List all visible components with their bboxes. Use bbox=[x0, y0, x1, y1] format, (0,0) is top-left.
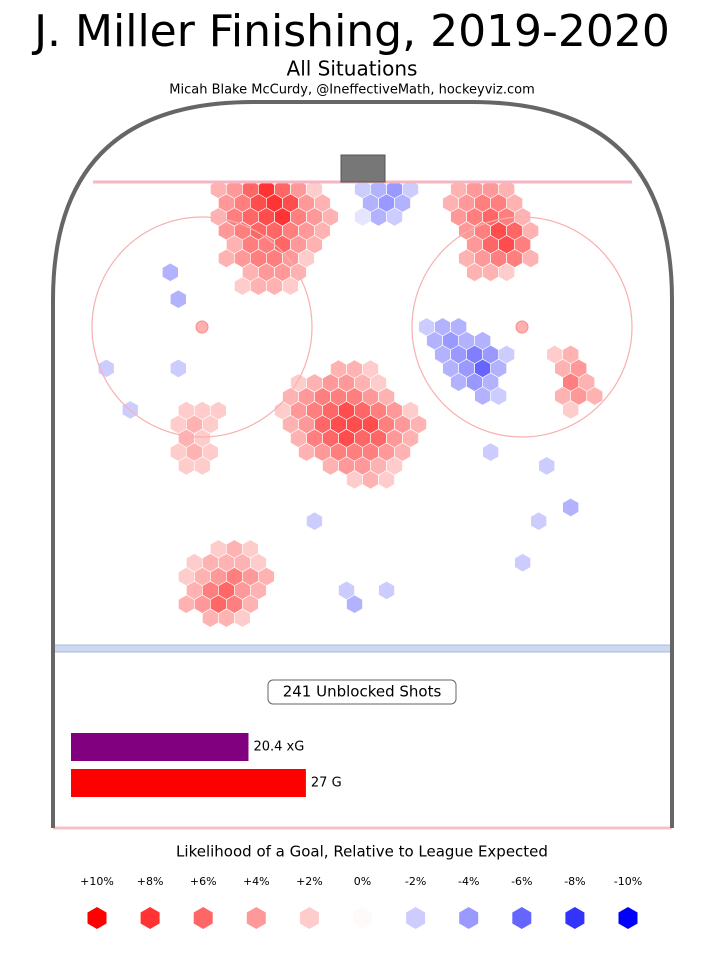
hex bbox=[482, 442, 499, 462]
hex bbox=[386, 207, 403, 227]
blue-line bbox=[52, 644, 673, 653]
hex bbox=[194, 456, 211, 476]
hex bbox=[562, 400, 580, 420]
legend-hex bbox=[353, 907, 372, 929]
legend-label: +8% bbox=[137, 875, 164, 888]
chart-subtitle: All Situations bbox=[287, 57, 418, 81]
summary-bar bbox=[71, 733, 249, 761]
hex bbox=[170, 358, 187, 378]
legend-label: -2% bbox=[405, 875, 426, 888]
hex bbox=[346, 594, 363, 614]
legend-hex bbox=[406, 907, 426, 929]
faceoff-circle bbox=[411, 216, 633, 438]
hex bbox=[306, 511, 323, 531]
hex bbox=[378, 470, 395, 490]
summary-label: 27 G bbox=[311, 776, 342, 791]
legend-hex bbox=[459, 907, 479, 929]
legend-label: 0% bbox=[354, 875, 371, 888]
credit: Micah Blake McCurdy, @IneffectiveMath, h… bbox=[169, 83, 535, 98]
hex bbox=[562, 497, 580, 517]
legend-label: -6% bbox=[511, 875, 532, 888]
hex bbox=[234, 608, 251, 628]
legend-hex bbox=[193, 907, 213, 929]
hex-layer bbox=[98, 179, 604, 628]
legend-hex bbox=[565, 907, 585, 929]
hex bbox=[498, 262, 515, 282]
hex bbox=[530, 511, 547, 531]
summary-bar bbox=[71, 769, 306, 797]
legend-hex bbox=[512, 907, 532, 929]
boards bbox=[51, 100, 674, 828]
hex bbox=[586, 386, 604, 406]
hex bbox=[378, 580, 395, 600]
faceoff-dot bbox=[195, 320, 209, 334]
legend-label: +10% bbox=[80, 875, 114, 888]
legend-label: +6% bbox=[190, 875, 217, 888]
hex bbox=[514, 553, 531, 573]
hex bbox=[522, 248, 539, 268]
hex bbox=[162, 262, 179, 282]
rink bbox=[51, 100, 674, 830]
legend-hex bbox=[246, 907, 266, 929]
shots-label: 241 Unblocked Shots bbox=[283, 683, 442, 701]
shots-box bbox=[267, 679, 457, 705]
faceoff-circle bbox=[91, 216, 313, 438]
legend-label: +2% bbox=[296, 875, 323, 888]
hex bbox=[170, 289, 187, 309]
legend-hex bbox=[299, 907, 319, 929]
hex bbox=[538, 456, 556, 476]
hex bbox=[282, 276, 299, 296]
legend-label: +4% bbox=[243, 875, 270, 888]
legend-title: Likelihood of a Goal, Relative to League… bbox=[176, 843, 548, 861]
legend-hex bbox=[87, 907, 107, 929]
summary-label: 20.4 xG bbox=[253, 740, 304, 755]
legend-hex bbox=[618, 907, 638, 929]
net bbox=[340, 154, 386, 183]
faceoff-dot bbox=[515, 320, 529, 334]
legend-hex bbox=[140, 907, 160, 929]
legend-label: -10% bbox=[614, 875, 642, 888]
legend-label: -4% bbox=[458, 875, 479, 888]
hex bbox=[490, 386, 507, 406]
legend-label: -8% bbox=[564, 875, 585, 888]
chart-title: J. Miller Finishing, 2019-2020 bbox=[31, 6, 670, 57]
